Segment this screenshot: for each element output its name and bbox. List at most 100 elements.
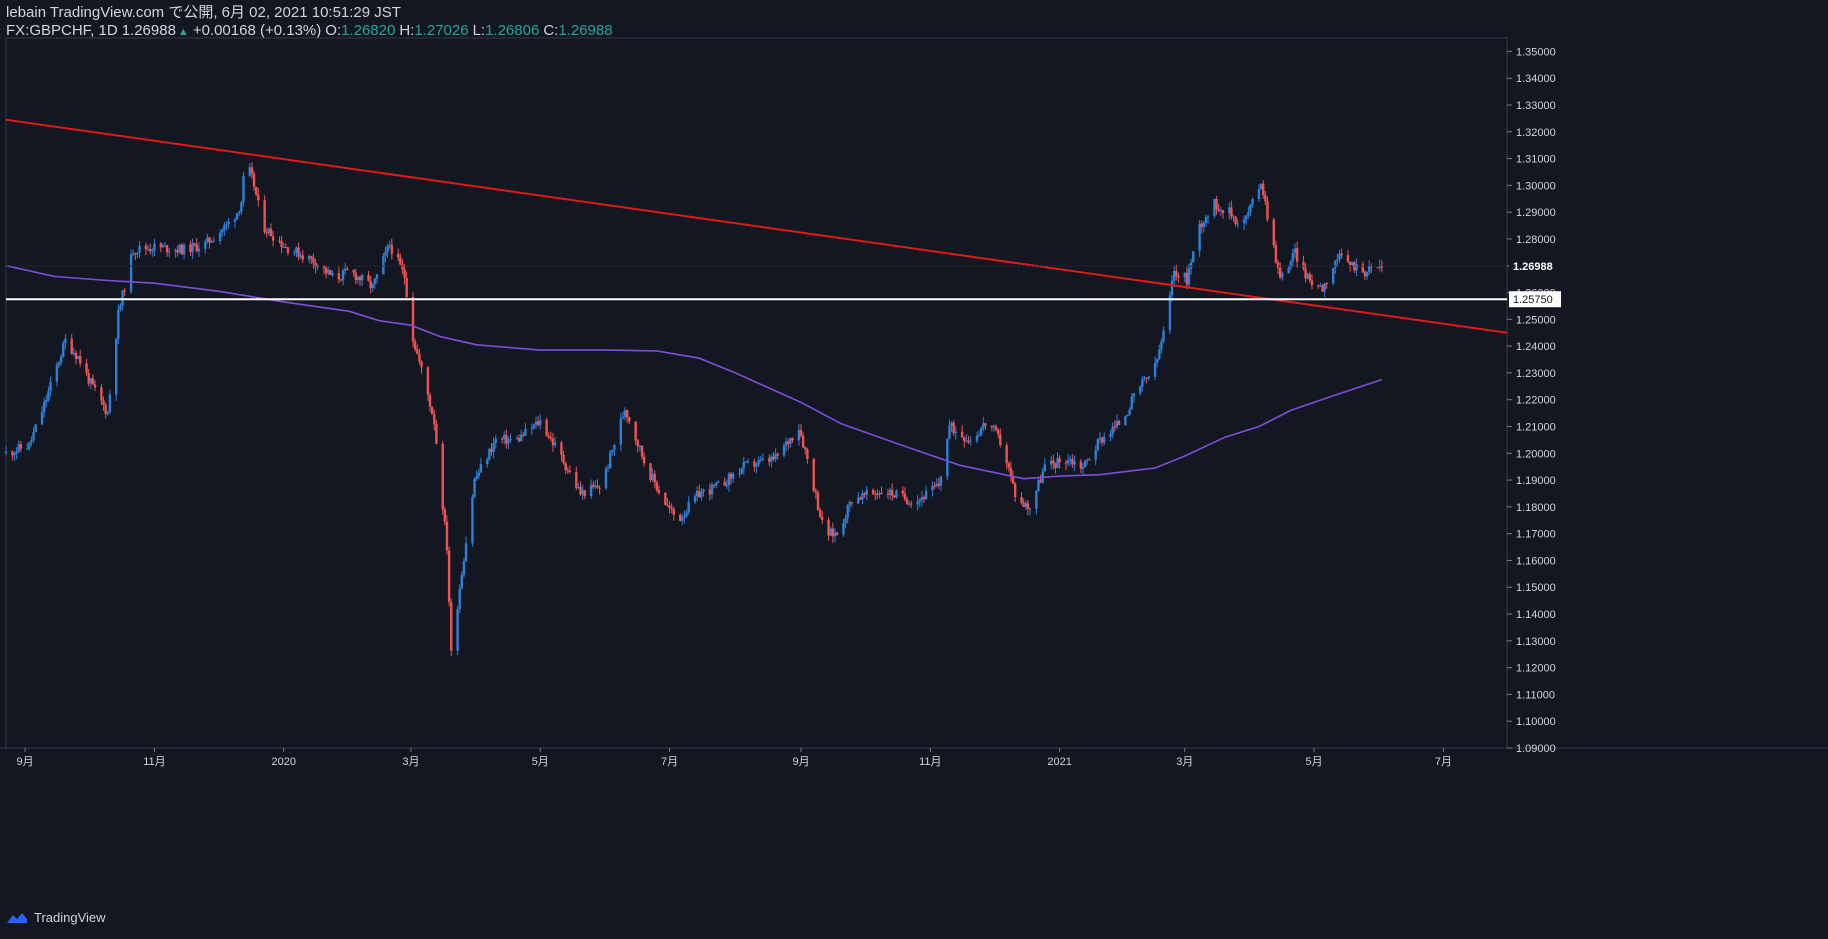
candle-body bbox=[621, 416, 625, 419]
candle-body bbox=[816, 492, 820, 510]
time-tick-label: 2020 bbox=[271, 756, 295, 768]
time-tick-label: 9月 bbox=[17, 756, 34, 768]
candle-body bbox=[1336, 259, 1339, 261]
candle-body bbox=[878, 493, 881, 496]
candle-body bbox=[386, 245, 389, 252]
candle-body bbox=[45, 399, 48, 403]
candle-body bbox=[418, 353, 421, 362]
candle-body bbox=[479, 464, 483, 473]
candle-body bbox=[108, 394, 112, 413]
candle-body bbox=[1069, 459, 1072, 461]
candle-body bbox=[1340, 253, 1343, 256]
candle-body bbox=[1348, 261, 1352, 265]
candle-body bbox=[329, 270, 332, 276]
candle-body bbox=[975, 435, 979, 442]
candle-body bbox=[536, 421, 540, 426]
candle-body bbox=[657, 490, 661, 493]
close-value: 1.26988 bbox=[558, 22, 613, 39]
candle-body bbox=[517, 438, 521, 442]
candle-body bbox=[32, 432, 35, 441]
candle-body bbox=[1264, 194, 1267, 202]
candle-body bbox=[507, 439, 510, 444]
candle-body bbox=[176, 249, 179, 253]
footer-brand[interactable]: TradingView bbox=[6, 910, 106, 925]
candle-body bbox=[369, 281, 372, 289]
brand-label: TradingView bbox=[34, 910, 106, 925]
candle-body bbox=[789, 437, 792, 444]
candle-body bbox=[1234, 216, 1237, 224]
candle-body bbox=[583, 490, 586, 497]
candle-body bbox=[204, 241, 207, 249]
price-tick-label: 1.25000 bbox=[1516, 314, 1556, 326]
candle-body bbox=[76, 355, 80, 359]
candle-body bbox=[1183, 272, 1186, 278]
candle-body bbox=[727, 473, 731, 486]
candle-body bbox=[1266, 201, 1269, 220]
candle-body bbox=[375, 274, 379, 279]
candle-body bbox=[1261, 183, 1265, 195]
time-tick-label: 11月 bbox=[143, 756, 165, 768]
candle-body bbox=[460, 574, 464, 589]
candle-body bbox=[740, 468, 743, 474]
candle-body bbox=[787, 441, 790, 444]
candle-body bbox=[182, 244, 186, 255]
up-arrow-icon: ▲ bbox=[177, 26, 189, 38]
candle-body bbox=[1160, 341, 1163, 350]
candle-body bbox=[708, 489, 712, 495]
candle-body bbox=[284, 246, 288, 248]
candle-body bbox=[295, 247, 298, 253]
candle-body bbox=[503, 434, 506, 439]
candle-body bbox=[458, 588, 461, 610]
candle-body bbox=[356, 276, 360, 280]
candle-body bbox=[227, 221, 230, 224]
candle-body bbox=[1236, 223, 1239, 225]
plot-frame bbox=[5, 37, 1508, 749]
candle-body bbox=[967, 440, 970, 442]
candle-body bbox=[450, 602, 453, 651]
candle-body bbox=[1215, 198, 1218, 210]
candle-body bbox=[390, 244, 394, 254]
candle-body bbox=[530, 428, 533, 430]
candle-body bbox=[772, 456, 775, 460]
candle-body bbox=[1295, 248, 1299, 262]
candle-body bbox=[994, 426, 998, 431]
candle-body bbox=[174, 249, 177, 252]
candle-body bbox=[1287, 267, 1290, 274]
candle-body bbox=[698, 490, 701, 498]
candle-body bbox=[1098, 437, 1102, 440]
candle-body bbox=[250, 167, 254, 174]
candle-body bbox=[1113, 426, 1116, 428]
candle-body bbox=[218, 232, 222, 242]
candle-body bbox=[1147, 376, 1150, 379]
candle-body bbox=[977, 434, 981, 436]
candle-body bbox=[799, 429, 803, 436]
candle-body bbox=[1192, 251, 1195, 263]
candle-body bbox=[1141, 378, 1144, 387]
candle-body bbox=[19, 444, 23, 449]
candle-body bbox=[210, 241, 213, 243]
last-price-value: 1.26988 bbox=[121, 22, 176, 39]
candle-body bbox=[1043, 464, 1047, 472]
horizontal-line-price-tag bbox=[1509, 291, 1561, 308]
candle-body bbox=[144, 245, 148, 250]
candle-body bbox=[11, 451, 14, 456]
candle-body bbox=[358, 276, 362, 281]
candle-body bbox=[134, 253, 137, 255]
candle-body bbox=[401, 264, 404, 270]
candle-body bbox=[685, 512, 688, 517]
candle-body bbox=[532, 424, 536, 429]
candle-body bbox=[373, 278, 377, 284]
candle-body bbox=[1175, 271, 1178, 277]
candle-body bbox=[416, 349, 419, 354]
price-tick-label: 1.15000 bbox=[1516, 582, 1556, 594]
candle-body bbox=[500, 438, 504, 440]
candle-body bbox=[933, 485, 936, 487]
candle-body bbox=[770, 456, 773, 462]
candle-body bbox=[687, 501, 690, 513]
candle-body bbox=[814, 490, 818, 493]
candle-body bbox=[1378, 266, 1381, 268]
candle-body bbox=[225, 223, 228, 226]
candle-body bbox=[221, 230, 224, 233]
candle-body bbox=[223, 225, 226, 231]
